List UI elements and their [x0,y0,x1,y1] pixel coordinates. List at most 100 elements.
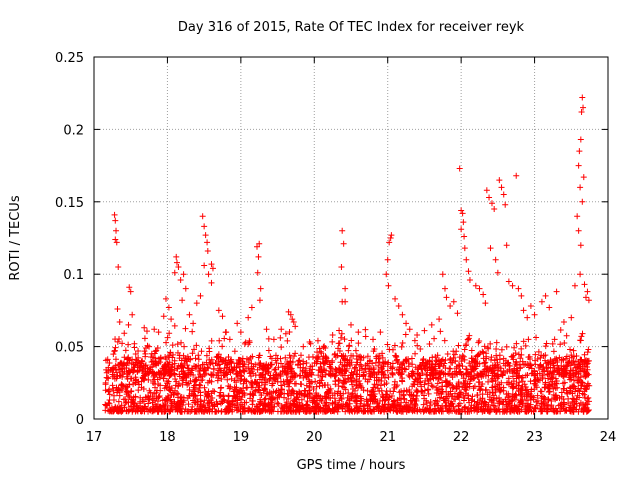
data-point [165,304,172,311]
data-point [263,407,270,414]
data-point [401,387,408,394]
data-point [201,223,208,230]
data-point [410,370,417,377]
data-point [561,367,568,374]
data-point [570,377,577,384]
data-point [425,380,432,387]
data-point [450,298,457,305]
data-point [502,398,509,405]
data-point [104,356,111,363]
data-point [462,378,469,385]
data-point [240,405,247,412]
data-point [375,355,382,362]
data-point [278,404,285,411]
data-point [272,389,279,396]
data-point [490,392,497,399]
data-point [385,374,392,381]
data-point [384,392,391,399]
data-point [578,333,585,340]
data-point [420,401,427,408]
data-point [461,346,468,353]
data-point [147,407,154,414]
data-point [484,344,491,351]
data-point [177,399,184,406]
data-point [373,377,380,384]
data-point [570,372,577,379]
data-point [509,383,516,390]
data-point [441,285,448,292]
data-point [392,352,399,359]
data-point [254,404,261,411]
data-point [197,292,204,299]
data-point [113,375,120,382]
axis-ticks: 17 18 19 20 21 22 23 24 0 0.05 0.1 0.15 0.2 0.25 [55,51,616,445]
data-point [518,351,525,358]
data-point [182,372,189,379]
data-point [179,297,186,304]
data-point [345,375,352,382]
data-point [116,335,123,342]
data-point [205,271,212,278]
data-point [273,359,280,366]
data-point [470,404,477,411]
data-point [458,226,465,233]
data-point [451,390,458,397]
data-point [487,367,494,374]
data-point [455,342,462,349]
data-point [329,400,336,407]
data-point [205,365,212,372]
data-point [319,369,326,376]
data-point [411,408,418,415]
data-point [161,371,168,378]
data-point [461,245,468,252]
data-point [338,330,345,337]
data-point [450,403,457,410]
data-point [513,359,520,366]
data-point [434,352,441,359]
data-point [279,368,286,375]
data-point [334,390,341,397]
data-point [489,399,496,406]
data-point [575,162,582,169]
data-point [346,360,353,367]
data-point [502,201,509,208]
data-point [561,401,568,408]
data-point [303,359,310,366]
data-point [119,340,126,347]
data-point [126,369,133,376]
data-point [414,342,421,349]
data-point [218,384,225,391]
data-point [110,351,117,358]
data-point [360,387,367,394]
data-point [557,326,564,333]
data-point [579,330,586,337]
data-point [256,240,263,247]
data-point [478,370,485,377]
data-point [342,404,349,411]
data-point [222,408,229,415]
data-point [160,313,167,320]
data-point [393,353,400,360]
data-point [343,401,350,408]
data-point [447,365,454,372]
data-point [487,340,494,347]
data-point [489,384,496,391]
data-point [458,207,465,214]
data-point [520,307,527,314]
data-point [115,263,122,270]
data-point [206,361,213,368]
data-point [382,358,389,365]
data-point [283,401,290,408]
data-point [370,336,377,343]
data-point [307,405,314,412]
data-point [432,361,439,368]
data-point [327,361,334,368]
data-point [113,239,120,246]
data-point [575,368,582,375]
data-point [503,405,510,412]
data-point [496,177,503,184]
data-point [275,400,282,407]
data-point [542,292,549,299]
data-point [492,362,499,369]
data-point [499,371,506,378]
